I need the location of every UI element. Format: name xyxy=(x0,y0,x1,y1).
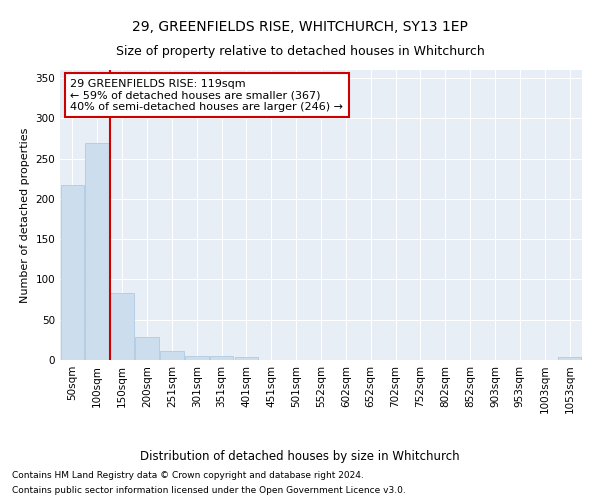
Bar xyxy=(110,293,134,360)
Text: Contains public sector information licensed under the Open Government Licence v3: Contains public sector information licen… xyxy=(12,486,406,495)
Text: 29, GREENFIELDS RISE, WHITCHURCH, SY13 1EP: 29, GREENFIELDS RISE, WHITCHURCH, SY13 1… xyxy=(132,20,468,34)
Bar xyxy=(61,185,84,360)
Text: Distribution of detached houses by size in Whitchurch: Distribution of detached houses by size … xyxy=(140,450,460,463)
Text: Contains HM Land Registry data © Crown copyright and database right 2024.: Contains HM Land Registry data © Crown c… xyxy=(12,471,364,480)
Bar xyxy=(160,351,184,360)
Y-axis label: Number of detached properties: Number of detached properties xyxy=(20,128,30,302)
Text: 29 GREENFIELDS RISE: 119sqm
← 59% of detached houses are smaller (367)
40% of se: 29 GREENFIELDS RISE: 119sqm ← 59% of det… xyxy=(70,78,343,112)
Bar xyxy=(85,142,109,360)
Bar xyxy=(185,356,209,360)
Bar xyxy=(210,356,233,360)
Bar xyxy=(235,357,258,360)
Bar xyxy=(135,338,159,360)
Text: Size of property relative to detached houses in Whitchurch: Size of property relative to detached ho… xyxy=(116,45,484,58)
Bar xyxy=(558,357,581,360)
